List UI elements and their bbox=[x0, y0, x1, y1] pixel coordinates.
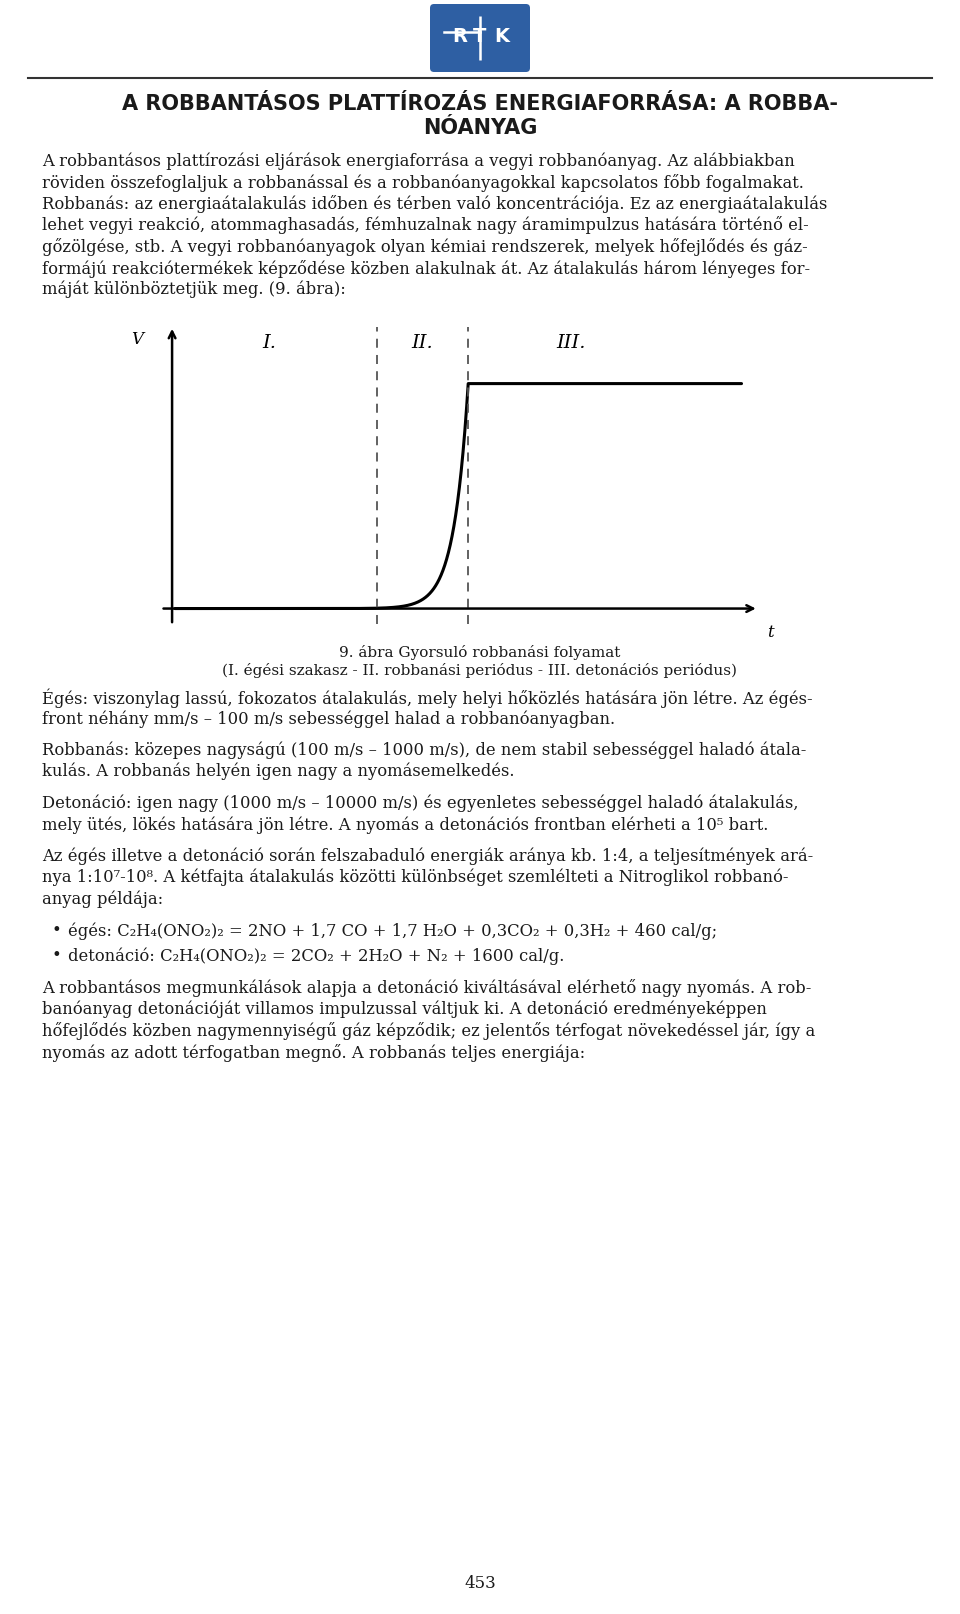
Text: banóanyag detonációját villamos impulzussal váltjuk ki. A detonáció eredményekép: banóanyag detonációját villamos impulzus… bbox=[42, 1001, 767, 1018]
Text: K: K bbox=[494, 26, 510, 45]
Text: Égés: viszonylag lassú, fokozatos átalakulás, mely helyi hőközlés hatására jön l: Égés: viszonylag lassú, fokozatos átalak… bbox=[42, 689, 812, 709]
Text: mely ütés, lökés hatására jön létre. A nyomás a detonációs frontban elérheti a 1: mely ütés, lökés hatására jön létre. A n… bbox=[42, 817, 768, 833]
Text: (I. égési szakasz - II. robbanási periódus - III. detonációs periódus): (I. égési szakasz - II. robbanási periód… bbox=[223, 662, 737, 678]
Text: anyag példája:: anyag példája: bbox=[42, 891, 163, 909]
Text: V: V bbox=[132, 331, 144, 349]
Text: R: R bbox=[452, 26, 468, 45]
Text: 9. ábra Gyorsuló robbanási folyamat: 9. ábra Gyorsuló robbanási folyamat bbox=[339, 644, 621, 660]
Text: NÓANYAG: NÓANYAG bbox=[422, 118, 538, 139]
Text: Detonáció: igen nagy (1000 m/s – 10000 m/s) és egyenletes sebességgel haladó áta: Detonáció: igen nagy (1000 m/s – 10000 m… bbox=[42, 794, 799, 812]
Text: detonáció: C₂H₄(ONO₂)₂ = 2CO₂ + 2H₂O + N₂ + 1600 cal/g.: detonáció: C₂H₄(ONO₂)₂ = 2CO₂ + 2H₂O + N… bbox=[68, 947, 564, 965]
Text: Robbanás: az energiaátalakulás időben és térben való koncentrációja. Ez az energ: Robbanás: az energiaátalakulás időben és… bbox=[42, 195, 828, 213]
Text: gőzölgése, stb. A vegyi robbanóanyagok olyan kémiai rendszerek, melyek hőfejlődé: gőzölgése, stb. A vegyi robbanóanyagok o… bbox=[42, 237, 807, 257]
Text: lehet vegyi reakció, atommaghasadás, fémhuzalnak nagy áramimpulzus hatására tört: lehet vegyi reakció, atommaghasadás, fém… bbox=[42, 216, 808, 234]
Text: A ROBBANTÁSOS PLATTÍROZÁS ENERGIAFORRÁSA: A ROBBA-: A ROBBANTÁSOS PLATTÍROZÁS ENERGIAFORRÁSA… bbox=[122, 94, 838, 115]
Text: t: t bbox=[767, 623, 774, 641]
Text: II.: II. bbox=[412, 334, 434, 352]
FancyBboxPatch shape bbox=[430, 3, 530, 73]
Text: máját különböztetjük meg. (9. ábra):: máját különböztetjük meg. (9. ábra): bbox=[42, 281, 346, 299]
Text: •: • bbox=[52, 947, 61, 965]
Text: nya 1:10⁷-10⁸. A kétfajta átalakulás közötti különbséget szemlélteti a Nitroglik: nya 1:10⁷-10⁸. A kétfajta átalakulás köz… bbox=[42, 868, 788, 886]
Text: formájú reakciótermékek képződése közben alakulnak át. Az átalakulás három lénye: formájú reakciótermékek képződése közben… bbox=[42, 260, 810, 278]
Text: röviden összefoglaljuk a robbanással és a robbanóanyagokkal kapcsolatos főbb fog: röviden összefoglaljuk a robbanással és … bbox=[42, 173, 804, 192]
Text: T: T bbox=[473, 26, 487, 45]
Text: 453: 453 bbox=[464, 1575, 496, 1591]
Text: A robbantásos plattírozási eljárások energiaforrása a vegyi robbanóanyag. Az alá: A robbantásos plattírozási eljárások ene… bbox=[42, 152, 795, 169]
Text: front néhány mm/s – 100 m/s sebességgel halad a robbanóanyagban.: front néhány mm/s – 100 m/s sebességgel … bbox=[42, 710, 615, 728]
Text: égés: C₂H₄(ONO₂)₂ = 2NO + 1,7 CO + 1,7 H₂O + 0,3CO₂ + 0,3H₂ + 460 cal/g;: égés: C₂H₄(ONO₂)₂ = 2NO + 1,7 CO + 1,7 H… bbox=[68, 922, 717, 939]
Text: I.: I. bbox=[262, 334, 276, 352]
Text: Az égés illetve a detonáció során felszabaduló energiák aránya kb. 1:4, a teljes: Az égés illetve a detonáció során felsza… bbox=[42, 847, 813, 865]
Text: Robbanás: közepes nagyságú (100 m/s – 1000 m/s), de nem stabil sebességgel halad: Robbanás: közepes nagyságú (100 m/s – 10… bbox=[42, 741, 806, 759]
Text: A robbantásos megmunkálások alapja a detonáció kiváltásával elérhető nagy nyomás: A robbantásos megmunkálások alapja a det… bbox=[42, 980, 811, 997]
Text: kulás. A robbanás helyén igen nagy a nyomásemelkedés.: kulás. A robbanás helyén igen nagy a nyo… bbox=[42, 763, 515, 781]
Text: nyomás az adott térfogatban megnő. A robbanás teljes energiája:: nyomás az adott térfogatban megnő. A rob… bbox=[42, 1044, 586, 1062]
Text: hőfejlődés közben nagymennyiségű gáz képződik; ez jelentős térfogat növekedéssel: hőfejlődés közben nagymennyiségű gáz kép… bbox=[42, 1022, 815, 1039]
Text: •: • bbox=[52, 922, 61, 939]
Text: III.: III. bbox=[556, 334, 586, 352]
